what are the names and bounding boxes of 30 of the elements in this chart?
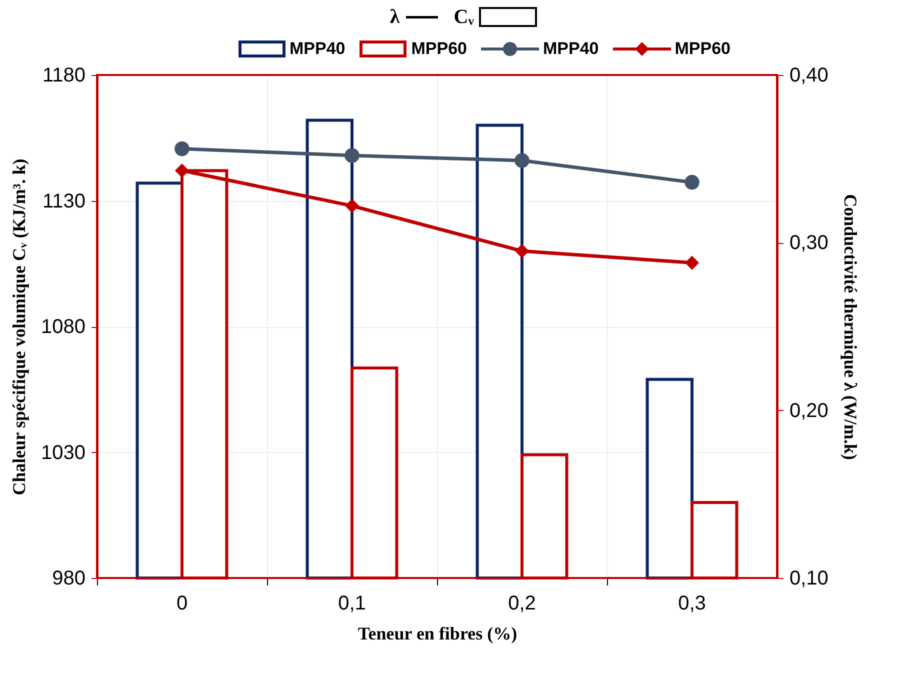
point xyxy=(684,174,700,190)
text: Cᵥ xyxy=(454,6,474,28)
text: λ xyxy=(390,6,400,28)
y2-tick-label: 0,40 xyxy=(790,64,828,86)
x-tick-label: 0 xyxy=(176,592,188,614)
x-tick-label: 0,3 xyxy=(678,592,706,614)
point xyxy=(514,244,530,258)
y-tick-label: 1080 xyxy=(41,316,86,338)
point xyxy=(514,153,530,168)
point xyxy=(174,164,190,178)
x-tick-label: 0,2 xyxy=(508,592,536,614)
legend-label: MPP40 xyxy=(290,39,346,59)
y2-tick-label: 0,10 xyxy=(790,568,828,590)
y-tick-label: 980 xyxy=(52,568,86,590)
legend-label: MPP60 xyxy=(411,39,467,59)
y2-tick-label: 0,30 xyxy=(790,232,828,254)
legend-label: MPP60 xyxy=(674,39,730,59)
point xyxy=(174,141,190,156)
point xyxy=(344,198,360,213)
x-axis-title: Teneur en fibres (%) xyxy=(358,624,518,644)
x-tick-label: 0,1 xyxy=(338,592,366,614)
y-tick-label: 1180 xyxy=(42,64,86,86)
y-tick-label: 1130 xyxy=(42,190,86,212)
y-tick-label: 1030 xyxy=(41,442,86,464)
y2-axis-title: Conductivité thermique λ (W/m.k) xyxy=(840,194,860,460)
legend-label: MPP40 xyxy=(543,39,599,59)
y2-tick-label: 0,20 xyxy=(790,400,828,422)
y-axis-title: Chaleur spécifique volumique Cᵥ (KJ/m³. k) xyxy=(9,158,30,496)
point xyxy=(684,256,700,270)
point xyxy=(344,148,360,163)
